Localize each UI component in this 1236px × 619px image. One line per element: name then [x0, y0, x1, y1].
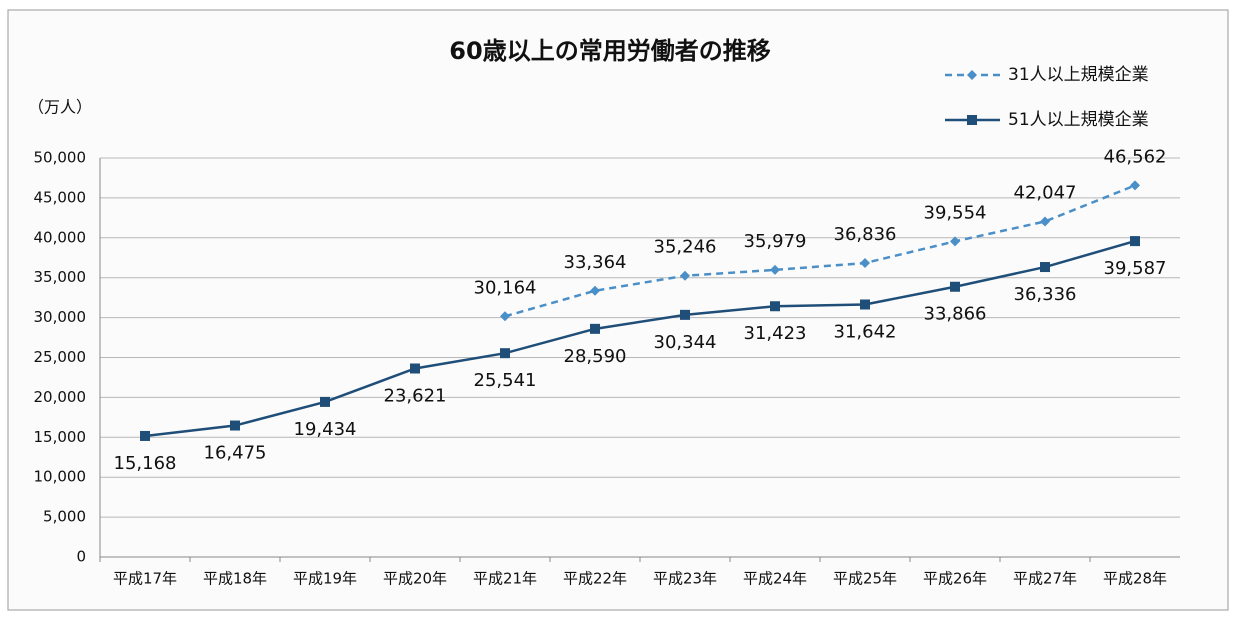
x-tick-label: 平成20年	[383, 570, 447, 588]
x-tick-label: 平成19年	[293, 570, 357, 588]
x-tick-label: 平成21年	[473, 570, 537, 588]
x-tick-label: 平成26年	[923, 570, 987, 588]
point	[1130, 180, 1140, 191]
legend-label: 31人以上規模企業	[1008, 65, 1149, 85]
y-tick-label: 0	[76, 548, 86, 566]
y-tick-label: 25,000	[34, 348, 87, 366]
chart-title: 60歳以上の常用労働者の推移	[449, 37, 770, 65]
series-line	[504, 184, 1136, 318]
point	[320, 396, 330, 407]
y-tick-label: 35,000	[34, 268, 87, 286]
data-label: 36,836	[834, 224, 897, 245]
point	[1040, 216, 1050, 227]
y-tick-label: 40,000	[34, 228, 87, 246]
y-tick-label: 5,000	[43, 508, 86, 526]
data-label: 42,047	[1014, 182, 1077, 203]
x-tick-label: 平成18年	[203, 570, 267, 588]
y-tick-label: 50,000	[34, 149, 87, 167]
point	[770, 264, 780, 275]
y-tick-label: 15,000	[34, 428, 87, 446]
point	[230, 420, 240, 431]
point	[680, 309, 690, 320]
data-label: 39,554	[924, 202, 987, 223]
x-tick-label: 平成22年	[563, 570, 627, 588]
x-tick-label: 平成23年	[653, 570, 717, 588]
y-tick-label: 10,000	[34, 468, 87, 486]
point	[140, 430, 150, 441]
point	[500, 348, 510, 359]
chart-frame	[7, 9, 1229, 611]
point	[860, 299, 870, 310]
data-label: 31,423	[744, 323, 807, 344]
x-tick-label: 平成25年	[833, 570, 897, 588]
data-label: 33,866	[924, 304, 987, 325]
x-tick-label: 平成24年	[743, 570, 807, 588]
data-label: 19,434	[294, 419, 357, 440]
point	[680, 270, 690, 281]
data-label: 30,164	[474, 277, 537, 298]
point	[590, 323, 600, 334]
data-label: 35,979	[744, 231, 807, 252]
legend-marker	[967, 115, 977, 125]
point	[950, 236, 960, 247]
data-label: 25,541	[474, 370, 537, 391]
point	[590, 285, 600, 296]
x-tick-label: 平成17年	[113, 570, 177, 588]
legend-label: 51人以上規模企業	[1008, 110, 1149, 130]
y-axis-label: （万人）	[28, 98, 92, 117]
data-label: 31,642	[834, 321, 897, 342]
legend-marker	[967, 70, 977, 80]
point	[1040, 262, 1050, 273]
point	[410, 363, 420, 374]
data-label: 39,587	[1104, 258, 1167, 279]
data-label: 46,562	[1104, 146, 1167, 167]
data-label: 15,168	[114, 453, 177, 474]
point	[500, 311, 510, 322]
data-label: 30,344	[654, 332, 717, 353]
y-tick-label: 20,000	[34, 388, 87, 406]
x-tick-label: 平成27年	[1013, 570, 1077, 588]
data-label: 16,475	[204, 443, 267, 464]
point	[950, 281, 960, 292]
data-label: 36,336	[1014, 284, 1077, 305]
data-label: 23,621	[384, 386, 447, 407]
data-label: 28,590	[564, 346, 627, 367]
y-tick-label: 30,000	[34, 308, 87, 326]
x-tick-label: 平成28年	[1103, 570, 1167, 588]
data-label: 33,364	[564, 252, 627, 273]
point	[1130, 236, 1140, 247]
data-label: 35,246	[654, 237, 717, 258]
point	[860, 258, 870, 269]
point	[770, 301, 780, 312]
series-line	[144, 239, 1136, 438]
y-tick-label: 45,000	[34, 188, 87, 206]
